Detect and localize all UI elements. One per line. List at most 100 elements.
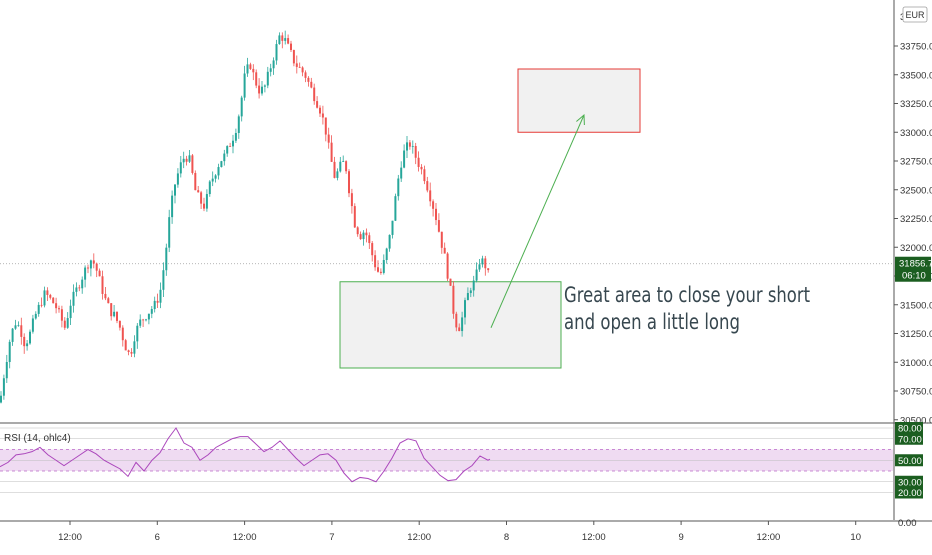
candle-body [443,247,446,254]
candle [145,318,147,322]
candle [182,151,185,169]
candle-body [52,297,55,304]
candle [301,66,304,77]
candle [165,243,168,276]
candle [104,286,107,301]
candle [455,311,458,332]
candle [203,197,205,212]
candle-body [336,171,339,178]
candle [118,320,121,331]
candle-body [394,196,397,221]
candle [37,302,40,317]
candle-body [98,270,101,277]
candle-body [449,278,452,286]
candle [356,226,359,237]
candle-body [37,304,40,314]
candle-body [220,161,223,168]
candle-body [304,72,307,78]
time-tick-label: 9 [678,532,683,543]
candle [481,255,484,268]
candle [55,297,58,314]
candle-body [133,341,136,354]
candle [147,313,150,325]
candle [403,144,406,169]
candle [374,250,377,271]
candle [136,323,139,349]
candle [127,349,130,356]
candle [252,64,255,81]
candle [60,305,63,328]
candle [304,70,307,83]
price-tick-label: 32250.0 [900,214,932,225]
rsi-level-box-bg [895,422,923,434]
candle [191,153,194,175]
candle [237,114,240,139]
candle [362,230,365,246]
time-tick-label: 10 [850,532,861,543]
price-tick-label: 32500.0 [900,185,932,196]
zone-support [339,281,562,369]
candle-body [481,258,484,265]
candle-body [46,290,49,295]
candle-body [365,232,368,236]
candle-body [162,270,165,290]
candle-body [159,289,162,303]
candle-body [423,169,426,182]
candle-body [130,351,133,354]
candle [385,247,388,264]
candle [107,296,110,304]
candle [336,168,339,181]
candle [440,231,443,254]
candle [330,135,333,163]
candle [84,265,87,288]
candle [406,135,408,159]
candle-body [333,161,336,178]
candle [272,57,275,75]
candle [26,340,29,351]
candle [290,40,292,53]
candle [365,228,368,243]
candle-body [127,350,130,352]
candle [342,155,345,162]
zone-target [517,68,641,133]
last-price-label: 31856.7 [899,259,932,270]
candle-body [104,293,107,299]
candle-body [249,64,252,69]
price-tick-label: 33500.0 [900,70,932,81]
candle-body [75,287,78,292]
candle-body [263,85,266,87]
candle [423,165,426,185]
candle [66,312,69,329]
candle-body [72,291,75,306]
candle [116,311,118,324]
candle [87,264,89,274]
candle-body [461,317,464,332]
time-tick-label: 8 [504,532,509,543]
candle [429,182,432,207]
candle-body [147,313,150,320]
candle-body [362,232,365,240]
candle [156,293,159,309]
candle [34,311,37,320]
candle-body [2,378,5,396]
candle [185,155,188,166]
candle-body [411,145,414,147]
candle-body [156,300,159,303]
candle [31,314,34,334]
candle [20,317,23,345]
candle-body [26,343,29,347]
arrow-line [490,114,585,328]
rsi-level-box-bg [895,454,923,467]
candle [46,287,49,302]
candle-body [95,263,98,271]
candle [324,117,327,142]
candle [139,314,142,328]
candle-body [432,201,435,209]
countdown-label: 06:10 [902,271,926,282]
candle [23,333,26,354]
candle-body [92,260,95,264]
candle-body [168,217,171,248]
candle [464,297,466,325]
candle-body [179,162,182,174]
candle-body [31,318,34,332]
